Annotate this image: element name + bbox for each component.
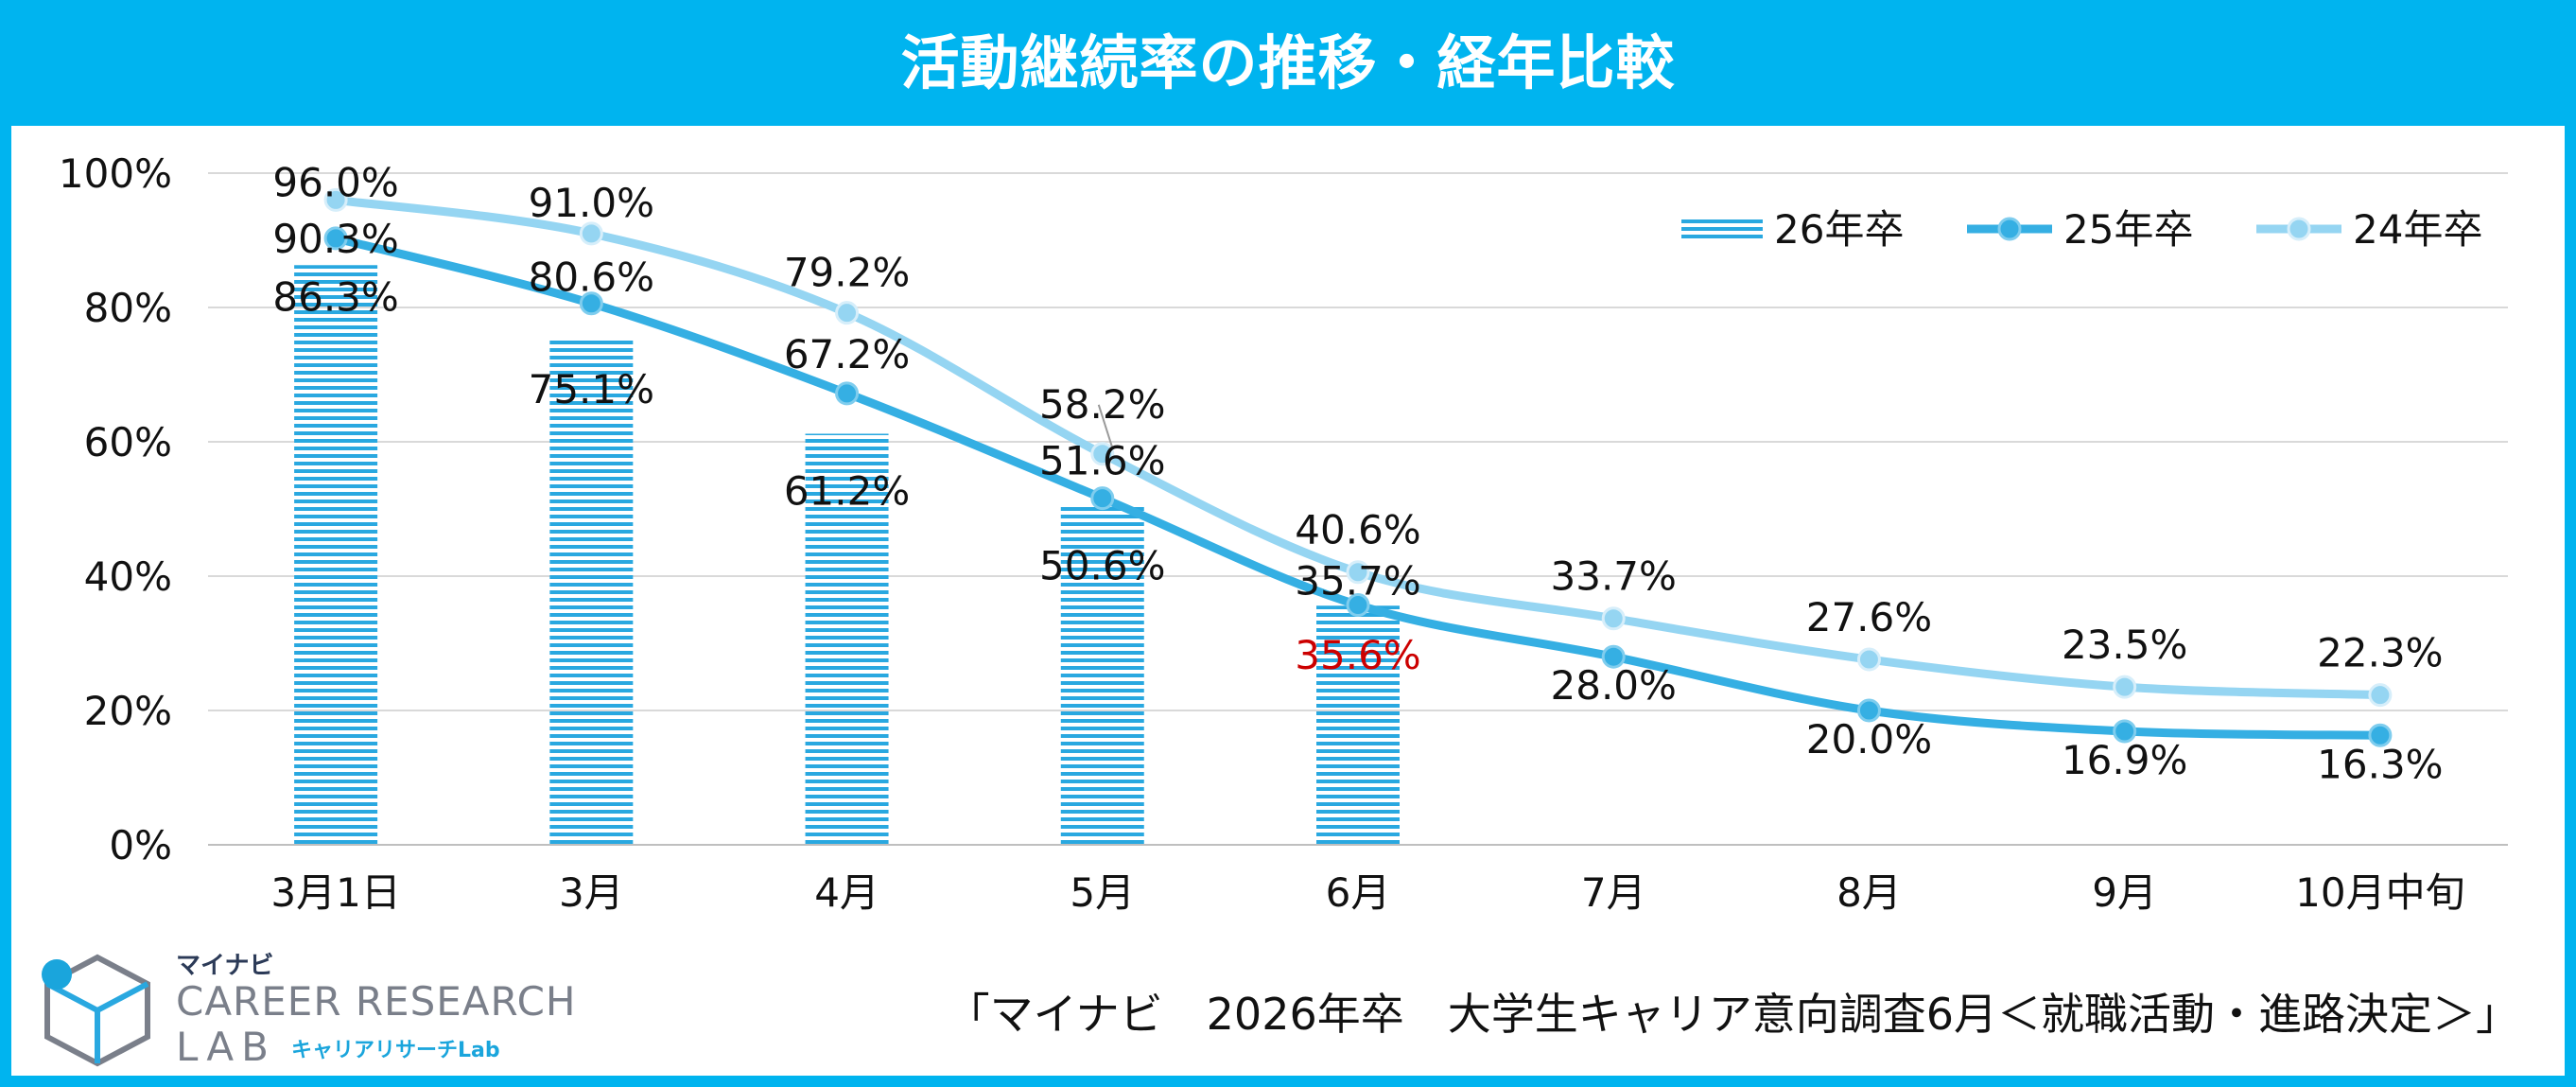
y-tick-label: 40%: [84, 553, 172, 600]
x-tick-label: 10月中旬: [2295, 869, 2464, 916]
series-25-point: [2113, 719, 2137, 744]
series-25-point: [2368, 723, 2393, 747]
label-24: 58.2%: [1039, 381, 1165, 428]
y-tick-label: 0%: [109, 822, 172, 868]
y-tick-label: 100%: [59, 150, 172, 197]
x-tick-label: 6月: [1326, 869, 1391, 916]
legend-label-26: 26年卒: [1774, 206, 1904, 253]
label-24: 40.6%: [1295, 507, 1420, 553]
y-tick-label: 60%: [84, 419, 172, 465]
label-25: 16.3%: [2317, 741, 2443, 787]
bar-26: [294, 265, 378, 845]
logo-subtitle: キャリアリサーチLab: [291, 1039, 500, 1062]
label-25: 35.7%: [1295, 558, 1420, 605]
series-24-point: [1856, 647, 1881, 672]
series-24-point: [2368, 683, 2393, 708]
x-tick-label: 9月: [2092, 869, 2157, 916]
logo-line1: CAREER RESEARCH: [176, 978, 577, 1025]
logo-brand: マイナビ: [176, 952, 274, 980]
bar-26: [805, 433, 889, 845]
label-24: 33.7%: [1551, 553, 1677, 600]
label-24: 91.0%: [529, 180, 654, 226]
logo-line2: LAB: [176, 1024, 276, 1070]
series-25-point: [1856, 698, 1881, 723]
x-tick-label: 4月: [814, 869, 879, 916]
x-tick-label: 5月: [1070, 869, 1135, 916]
series-24-point: [1090, 442, 1115, 466]
label-24: 22.3%: [2317, 630, 2443, 676]
series-25-point: [835, 381, 860, 406]
label-26: 61.2%: [784, 467, 910, 514]
series-24-point: [323, 187, 348, 212]
x-tick-label: 8月: [1836, 869, 1902, 916]
leader-line: [1097, 404, 1113, 447]
series-24-point: [2113, 675, 2137, 699]
bar-26: [1316, 605, 1400, 845]
legend-label-25: 25年卒: [2063, 206, 2193, 253]
label-26: 35.6%: [1295, 632, 1420, 678]
bar-26: [549, 340, 634, 845]
legend-swatch-26: [1681, 216, 1763, 242]
career-research-lab-logo: マイナビ CAREER RESEARCH LAB キャリアリサーチLab: [36, 946, 603, 1070]
bar-26: [1060, 504, 1144, 845]
label-24: 27.6%: [1806, 594, 1932, 640]
label-25: 90.3%: [272, 216, 398, 262]
series-24-point: [1346, 560, 1370, 585]
label-25: 28.0%: [1551, 662, 1677, 709]
x-tick-label: 3月: [559, 869, 624, 916]
label-25: 16.9%: [2062, 737, 2187, 783]
legend-label-24: 24年卒: [2353, 206, 2482, 253]
label-25: 20.0%: [1806, 716, 1932, 763]
series-25-point: [1601, 644, 1626, 669]
label-26: 86.3%: [272, 273, 398, 320]
y-tick-label: 20%: [84, 688, 172, 734]
series-25-point: [323, 226, 348, 251]
series-24-point: [579, 221, 603, 246]
label-24: 79.2%: [784, 250, 910, 296]
x-tick-label: 3月1日: [270, 869, 400, 916]
label-25: 67.2%: [784, 331, 910, 377]
label-25: 51.6%: [1039, 438, 1165, 484]
series-25-point: [579, 291, 603, 316]
series-24-point: [1601, 606, 1626, 631]
label-25: 80.6%: [529, 254, 654, 301]
cube-logo-icon: [42, 954, 150, 1067]
label-24: 96.0%: [272, 159, 398, 205]
series-25-point: [1346, 593, 1370, 618]
series-24-point: [835, 301, 860, 325]
label-26: 50.6%: [1039, 543, 1165, 589]
legend-point-24: [2287, 217, 2311, 241]
label-24: 23.5%: [2062, 622, 2187, 668]
y-tick-label: 80%: [84, 285, 172, 331]
chart-title: 活動継続率の推移・経年比較: [0, 0, 2576, 126]
x-tick-label: 7月: [1581, 869, 1646, 916]
source-note: 「マイナビ 2026年卒 大学生キャリア意向調査6月＜就職活動・進路決定＞」: [946, 989, 2519, 1040]
series-25-point: [1090, 486, 1115, 511]
legend-point-25: [1997, 217, 2022, 241]
label-26: 75.1%: [529, 366, 654, 412]
